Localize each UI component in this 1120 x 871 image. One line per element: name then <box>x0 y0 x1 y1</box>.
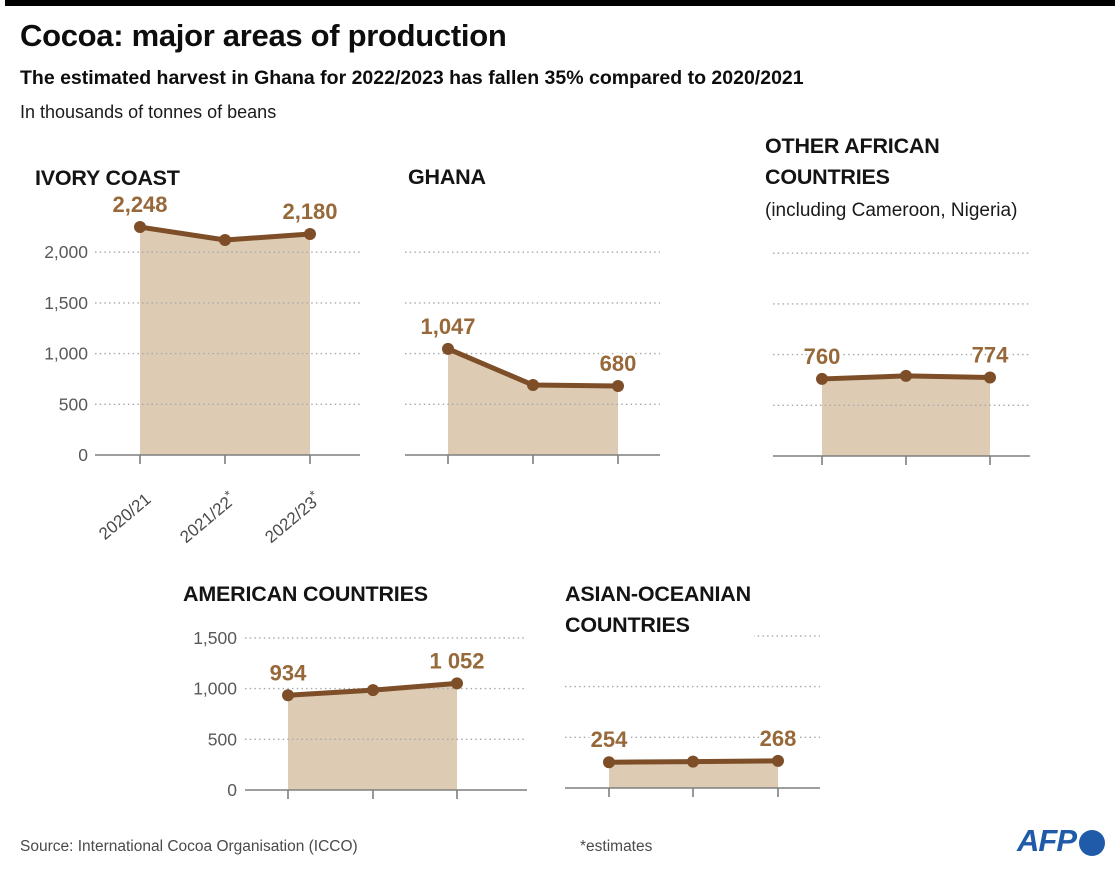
x-axis-label: 2022/23* <box>259 487 324 547</box>
data-point <box>442 342 454 355</box>
y-axis-label: 0 <box>227 780 237 800</box>
y-axis-label: 1,000 <box>193 679 237 699</box>
afp-logo: AFP <box>1017 823 1105 859</box>
source-note: Source: International Cocoa Organisation… <box>20 838 358 855</box>
subtitle: The estimated harvest in Ghana for 2022/… <box>20 67 804 89</box>
data-point <box>612 380 624 393</box>
data-point <box>900 369 912 382</box>
data-point <box>134 221 146 234</box>
x-axis-label: 2021/22* <box>174 487 239 547</box>
area-chart-ivory-coast: 0 500 1,000 1,500 2,000 2020/21 2021/22* 2022/2… <box>44 190 360 547</box>
data-point <box>451 677 463 690</box>
chart-title-asian-oceanian: ASIAN-OCEANIAN COUNTRIES <box>565 579 754 643</box>
data-point <box>687 755 699 768</box>
value-label: 934 <box>270 660 307 685</box>
data-point <box>219 234 231 247</box>
data-point <box>603 756 615 769</box>
area-chart-american: 0 500 1,000 1,500 934 1 052 <box>193 628 527 800</box>
area-fill <box>288 683 457 790</box>
chart-title-text: AMERICAN COUNTRIES <box>183 582 428 606</box>
value-label: 760 <box>804 344 841 369</box>
value-label: 1,047 <box>420 314 475 339</box>
y-axis-label: 1,000 <box>44 344 88 364</box>
y-axis-label: 500 <box>59 394 88 414</box>
value-label: 680 <box>600 351 637 376</box>
chart-title-line-1: OTHER AFRICAN <box>765 134 940 158</box>
chart-other-african-countries: 760 774 OTHER AFRICAN COUNTRIES (includin… <box>755 120 1050 470</box>
value-label: 1 052 <box>429 648 484 673</box>
data-point <box>984 371 996 384</box>
area-fill <box>609 760 778 788</box>
chart-ghana: 1,047 680 GHANA <box>395 150 675 480</box>
page-title: Cocoa: major areas of production <box>20 18 507 53</box>
chart-ivory-coast: 0 500 1,000 1,500 2,000 2020/21 2021/22* 2022/2… <box>20 150 385 550</box>
chart-title-line-2: COUNTRIES <box>765 165 890 189</box>
x-axis-label: 2020/21 <box>95 490 154 544</box>
y-axis-label: 1,500 <box>193 628 237 648</box>
y-axis-label: 2,000 <box>44 242 88 262</box>
y-axis-label: 500 <box>208 729 237 749</box>
data-point <box>816 372 828 385</box>
area-fill <box>822 375 990 456</box>
area-chart-other-african: 760 774 <box>773 252 1030 465</box>
area-chart-ghana: 1,047 680 <box>405 251 660 464</box>
afp-logo-text: AFP <box>1017 823 1077 858</box>
y-axis-label: 0 <box>78 445 88 465</box>
data-point <box>772 754 784 767</box>
data-point <box>282 689 294 702</box>
chart-subtitle: (including Cameroon, Nigeria) <box>765 200 1018 221</box>
estimates-footnote: *estimates <box>580 838 653 855</box>
chart-title-american: AMERICAN COUNTRIES <box>183 579 431 612</box>
value-label: 774 <box>972 343 1009 368</box>
chart-title-text: IVORY COAST <box>35 166 180 190</box>
unit-note: In thousands of tonnes of beans <box>20 102 277 122</box>
area-chart-asian-oceanian: 254 268 <box>565 635 820 797</box>
chart-title-other-african: OTHER AFRICAN COUNTRIES (including Camer… <box>765 131 1021 228</box>
chart-title-ghana: GHANA <box>408 162 489 195</box>
value-label: 268 <box>760 726 797 751</box>
chart-title-text: GHANA <box>408 165 486 189</box>
data-point <box>367 684 379 697</box>
top-border-bar <box>5 0 1115 6</box>
chart-asian-oceanian-countries: 254 268 ASIAN-OCEANIAN COUNTRIES <box>550 570 840 815</box>
chart-american-countries: 0 500 1,000 1,500 934 1 052 AMERICAN COUNTRIE… <box>175 570 537 815</box>
data-point <box>304 227 316 240</box>
value-label: 254 <box>591 727 628 752</box>
area-fill <box>140 227 310 455</box>
chart-title-ivory-coast: IVORY COAST <box>35 163 183 196</box>
chart-title-line-2: COUNTRIES <box>565 613 690 637</box>
value-label: 2,180 <box>282 199 337 224</box>
chart-title-line-1: ASIAN-OCEANIAN <box>565 582 751 606</box>
afp-logo-circle-icon <box>1079 829 1105 856</box>
data-point <box>527 379 539 392</box>
area-fill <box>448 348 618 455</box>
y-axis-label: 1,500 <box>44 293 88 313</box>
